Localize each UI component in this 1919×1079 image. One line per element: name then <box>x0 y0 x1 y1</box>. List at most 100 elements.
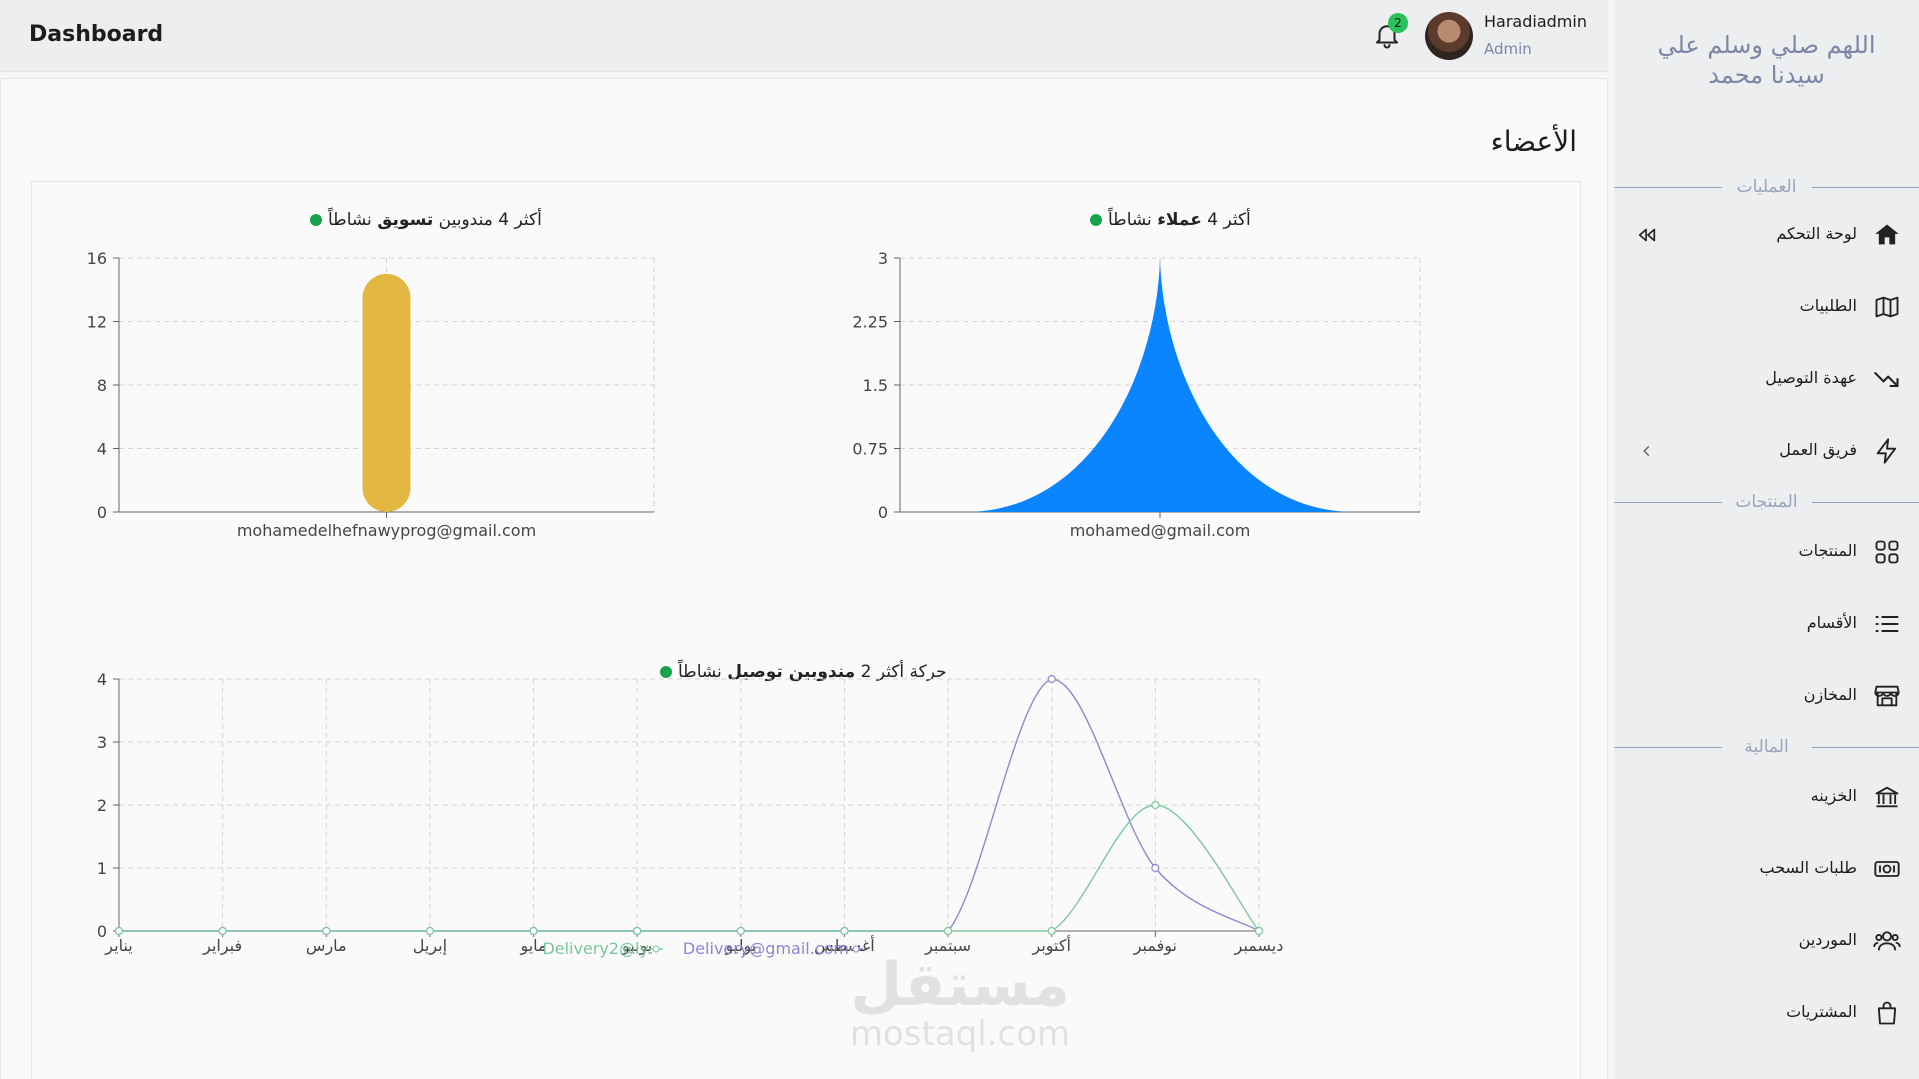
data-point <box>736 926 745 936</box>
user-role: Admin <box>1484 40 1532 58</box>
top-bar: Dashboard 2 Haradiadmin Admin <box>0 0 1608 72</box>
chart-title-marketing: أكثر 4 مندوبين تسويق نشاطاً <box>310 210 542 230</box>
marketing-bar-chart: 0 4 8 12 16 mohamedelhefnawyprog@gmail.com <box>87 249 655 540</box>
sidebar-item-label: لوحة التحكم <box>1776 224 1857 243</box>
list-icon <box>1875 615 1899 633</box>
sidebar-item-label: المنتجات <box>1798 541 1858 560</box>
sidebar-item-label: عهدة التوصيل <box>1765 368 1857 387</box>
status-dot <box>310 214 322 226</box>
y-tick-label: 3 <box>97 733 107 752</box>
delivery-line-chart: 0 1 2 3 4 يناير فبراير مارس إبريل مايو يونيو يوليو أ… <box>97 670 1284 958</box>
chart-title-delivery: حركة أكثر 2 مندوبين توصيل نشاطاً <box>660 662 947 682</box>
sidebar-item-orders[interactable]: الطلبيات <box>1614 282 1919 332</box>
dua-line-1: اللهم صلي وسلم علي <box>1657 31 1876 59</box>
y-tick-label: 1 <box>97 859 107 878</box>
data-point <box>1254 926 1264 936</box>
data-point <box>425 926 435 936</box>
sidebar-item-label: فريق العمل <box>1779 440 1857 459</box>
data-point <box>529 926 538 936</box>
sidebar-item-team[interactable]: فريق العمل <box>1614 426 1919 476</box>
sidebar-item-label: المشتريات <box>1786 1002 1857 1021</box>
chevron-left-icon[interactable] <box>1636 440 1658 462</box>
y-tick-label: 12 <box>87 313 107 332</box>
notification-badge: 2 <box>1388 13 1408 33</box>
data-point <box>1151 863 1160 873</box>
y-tick-label: 2.25 <box>852 313 888 332</box>
data-point <box>114 926 124 936</box>
x-tick-label: نوفمبر <box>1133 936 1177 956</box>
avatar[interactable] <box>1425 12 1473 60</box>
sidebar-item-withdrawals[interactable]: طلبات السحب <box>1614 844 1919 894</box>
sidebar-item-delivery-custody[interactable]: عهدة التوصيل <box>1614 354 1919 404</box>
main-panel: الأعضاء أكثر 4 مندوبين تسويق نشاطاً أكثر… <box>0 78 1608 1079</box>
page-title: Dashboard <box>29 22 164 47</box>
x-tick-label: يوليو <box>724 936 756 956</box>
data-point <box>943 926 953 936</box>
x-tick-label: مارس <box>306 936 347 956</box>
x-tick-label: mohamedelhefnawyprog@gmail.com <box>237 521 536 540</box>
section-operations: العمليات <box>1614 177 1919 197</box>
home-icon <box>1875 224 1899 245</box>
chart-title-customers: أكثر 4 عملاء نشاطاً <box>1090 210 1251 230</box>
sidebar-item-label: المخازن <box>1803 685 1857 704</box>
y-tick-label: 0 <box>97 503 107 522</box>
legend-marker <box>852 945 860 953</box>
x-tick-label: يونيو <box>621 936 652 956</box>
legend-marker <box>652 945 660 953</box>
section-title: الأعضاء <box>1490 125 1577 158</box>
status-dot <box>1090 214 1102 226</box>
section-finance: المالية <box>1614 737 1919 757</box>
sidebar-item-products[interactable]: المنتجات <box>1614 527 1919 577</box>
data-point <box>1151 800 1160 810</box>
store-icon <box>1874 685 1900 707</box>
trend-down-icon <box>1874 372 1899 388</box>
y-tick-label: 2 <box>97 796 107 815</box>
data-point <box>218 926 227 936</box>
dua-line-2: سيدنا محمد <box>1708 61 1825 89</box>
x-tick-label: mohamed@gmail.com <box>1070 521 1251 540</box>
cash-icon <box>1874 861 1900 877</box>
y-tick-label: 0.75 <box>852 440 888 459</box>
users-icon <box>1873 931 1901 951</box>
map-icon <box>1875 296 1899 318</box>
data-point <box>322 926 331 936</box>
sidebar-item-warehouses[interactable]: المخازن <box>1614 671 1919 721</box>
sidebar-item-label: الأقسام <box>1806 613 1857 632</box>
y-tick-label: 0 <box>878 503 888 522</box>
x-tick-label: ديسمبر <box>1234 936 1284 956</box>
status-dot <box>660 666 672 678</box>
y-tick-label: 3 <box>878 249 888 268</box>
grid-icon <box>1875 540 1899 564</box>
y-tick-label: 16 <box>87 249 107 268</box>
data-point <box>1047 926 1056 936</box>
customers-area-chart: 0 0.75 1.5 2.25 3 mohamed@gmail.com <box>852 249 1421 540</box>
x-tick-label: مايو <box>519 936 546 956</box>
x-tick-label: فبراير <box>202 936 242 956</box>
sidebar-item-label: الطلبيات <box>1799 296 1857 315</box>
x-tick-label: سبتمبر <box>924 936 971 956</box>
sidebar-item-label: الخزينه <box>1810 786 1857 805</box>
sidebar-item-label: طلبات السحب <box>1759 858 1857 877</box>
legend-label: Delivery@gmail.com <box>683 939 849 958</box>
legend-label: Delivery2@ly <box>542 939 649 958</box>
sidebar-item-treasury[interactable]: الخزينه <box>1614 772 1919 822</box>
collapse-icon[interactable] <box>1636 224 1658 246</box>
y-tick-label: 8 <box>97 376 107 395</box>
data-point <box>840 926 849 936</box>
x-tick-label: يناير <box>104 936 132 956</box>
y-tick-label: 4 <box>97 670 107 689</box>
data-point <box>1047 674 1056 684</box>
y-tick-label: 1.5 <box>863 376 888 395</box>
area-peak <box>965 258 1355 512</box>
charts-card: أكثر 4 مندوبين تسويق نشاطاً أكثر 4 عملاء… <box>31 181 1581 1079</box>
bank-icon <box>1875 786 1899 808</box>
sidebar-item-categories[interactable]: الأقسام <box>1614 599 1919 649</box>
bag-icon <box>1877 1001 1897 1025</box>
data-point <box>633 926 642 936</box>
sidebar-item-purchases[interactable]: المشتريات <box>1614 988 1919 1038</box>
sidebar-item-label: الموردين <box>1798 930 1857 949</box>
section-products: المنتجات <box>1614 492 1919 512</box>
sidebar-item-suppliers[interactable]: الموردين <box>1614 916 1919 966</box>
bolt-icon <box>1876 438 1897 464</box>
sidebar-item-dashboard[interactable]: لوحة التحكم <box>1614 210 1919 260</box>
